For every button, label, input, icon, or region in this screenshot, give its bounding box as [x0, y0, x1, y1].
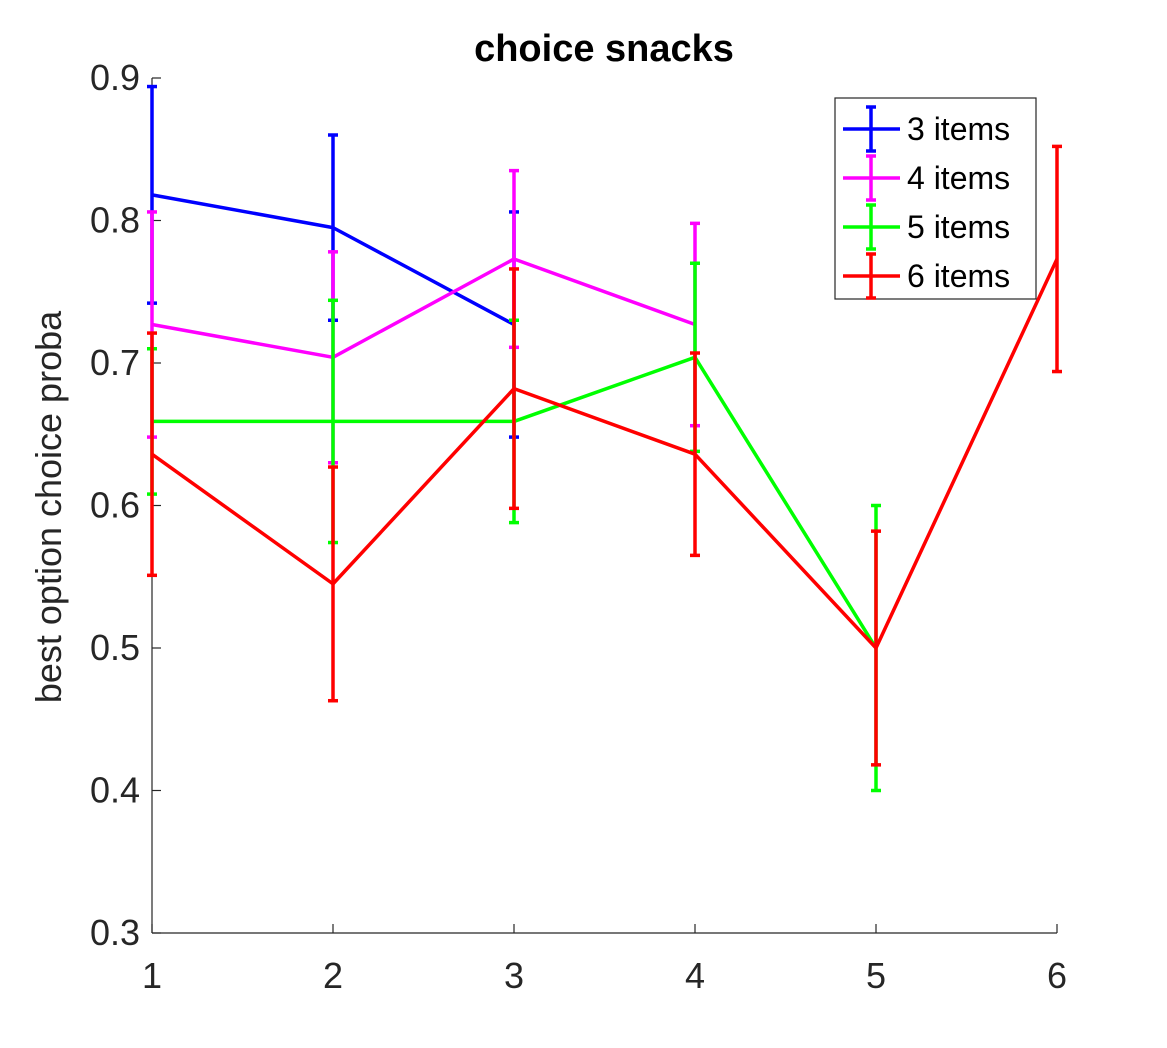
series-line	[150, 258, 1059, 650]
series-4	[147, 144, 1062, 767]
y-tick-label: 0.8	[90, 200, 140, 241]
y-tick-label: 0.7	[90, 342, 140, 383]
series-2	[147, 168, 700, 465]
plot-area	[147, 84, 1062, 793]
legend-label: 4 items	[907, 160, 1010, 196]
y-tick-label: 0.6	[90, 485, 140, 526]
y-tick-label: 0.4	[90, 770, 140, 811]
legend-label: 3 items	[907, 111, 1010, 147]
y-tick-label: 0.3	[90, 912, 140, 953]
legend: 3 items 4 items 5 items 6 items	[834, 97, 1037, 300]
x-tick-label: 1	[142, 955, 162, 996]
x-tick-label: 5	[866, 955, 886, 996]
y-axis-label: best option choice proba	[28, 310, 69, 703]
chart-title: choice snacks	[474, 28, 734, 70]
legend-label: 6 items	[907, 258, 1010, 294]
x-tick-label: 4	[685, 955, 705, 996]
legend-entry: 5 items	[843, 203, 1010, 251]
y-tick-label: 0.5	[90, 627, 140, 668]
legend-label: 5 items	[907, 209, 1010, 245]
legend-entry: 3 items	[843, 105, 1010, 153]
legend-entry: 6 items	[843, 252, 1010, 300]
x-tick-label: 6	[1047, 955, 1067, 996]
y-tick-label: 0.9	[90, 57, 140, 98]
series-line	[151, 257, 696, 360]
x-tick-label: 3	[504, 955, 524, 996]
axes: 1 2 3 4 5 6 0.3 0.4 0.5 0.6 0.7 0.8 0.9	[90, 57, 1067, 996]
x-tick-label: 2	[323, 955, 343, 996]
legend-entry: 4 items	[843, 154, 1010, 202]
